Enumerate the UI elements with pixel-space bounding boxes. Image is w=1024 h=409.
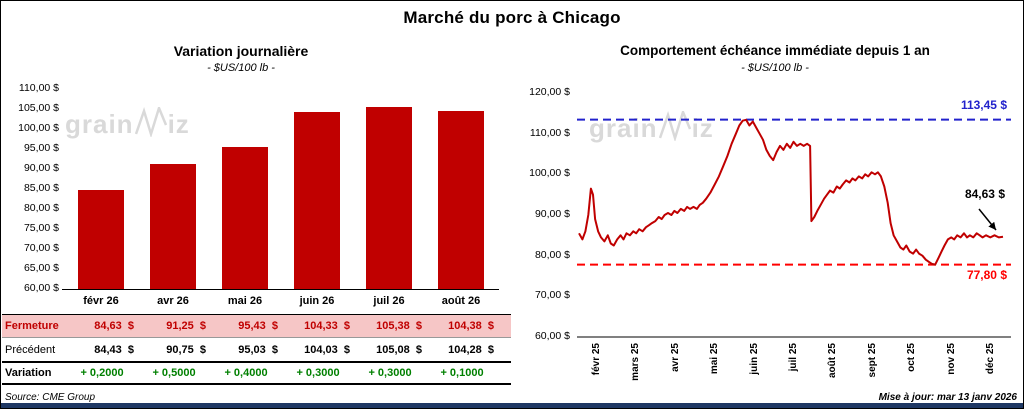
table-row-previous: Précédent 84,43 $ 90,75 $ 95,03 $ 104,03 $ 10…	[2, 337, 511, 361]
table-cell: + 0,4000	[224, 367, 268, 379]
table-cell: 105,08 $	[376, 343, 422, 356]
right-y-tick-label: 100,00 $	[529, 167, 570, 180]
left-y-tick-label: 60,00 $	[23, 282, 59, 294]
left-y-tick-label: 80,00 $	[23, 202, 59, 214]
right-y-tick-label: 120,00 $	[529, 86, 570, 98]
right-y-tick-label: 70,00 $	[534, 289, 570, 302]
page-title: Marché du porc à Chicago	[403, 8, 621, 27]
table-cell: 95,03 $	[238, 343, 278, 356]
bar-févr 26	[78, 190, 124, 289]
table-cell: 104,28 $	[448, 343, 494, 356]
table-cell: 105,38 $	[376, 320, 422, 332]
watermark-bolt-icon	[658, 111, 691, 141]
table-cell: 91,25 $	[166, 320, 206, 332]
table-cell: 84,43 $	[94, 343, 134, 356]
footer-bar	[1, 403, 1023, 408]
left-x-tick-label: mai 26	[227, 295, 263, 307]
right-x-tick-label: juil 25	[787, 343, 799, 372]
last-price-arrow-icon	[978, 208, 997, 231]
right-x-tick-label: mars 25	[630, 343, 642, 381]
bar-chart-x-axis-line	[62, 289, 499, 290]
left-y-tick-label: 65,00 $	[23, 262, 59, 274]
right-x-tick-label: avr 25	[669, 343, 681, 372]
right-x-tick-label: févr 25	[590, 343, 602, 376]
left-y-tick-label: 110,00 $	[18, 82, 59, 94]
table-row-variation: Variation + 0,2000 + 0,5000 + 0,4000 + 0,300…	[2, 361, 511, 385]
bar-juil 26	[366, 107, 412, 289]
table-cell: 104,03 $	[304, 343, 350, 356]
left-x-tick-label: juil 26	[373, 295, 405, 307]
table-cell: + 0,2000	[80, 367, 124, 379]
update-timestamp: Mise à jour: mar 13 janv 2026	[878, 392, 1017, 403]
table-cell: 104,33 $	[304, 320, 350, 332]
bar-avr 26	[150, 164, 196, 289]
left-y-tick-label: 75,00 $	[23, 222, 59, 234]
right-x-tick-label: mai 25	[709, 343, 721, 375]
right-x-tick-label: oct 25	[906, 343, 918, 372]
table-cell: 90,75 $	[166, 343, 206, 356]
left-x-tick-label: févr 26	[83, 295, 119, 307]
right-y-tick-label: 80,00 $	[534, 248, 570, 261]
right-y-tick-label: 90,00 $	[534, 208, 570, 220]
watermark-text-pre: grain	[65, 109, 134, 139]
row-label-close: Fermeture	[5, 320, 59, 332]
low-line-label: 77,80 $	[966, 268, 1007, 282]
right-x-tick-label: nov 25	[945, 343, 957, 375]
table-row-close: Fermeture 84,63 $ 91,25 $ 95,43 $ 104,33 $ 10…	[2, 314, 511, 337]
bar-chart-subtitle: - $US/100 lb -	[207, 62, 275, 74]
bar-août 26	[438, 111, 484, 289]
price-series-line	[578, 118, 1004, 266]
table-cell: 104,38 $	[448, 320, 494, 332]
table-cell: + 0,1000	[440, 367, 484, 379]
line-chart-title: Comportement échéance immédiate depuis 1…	[620, 43, 930, 58]
table-cell: + 0,3000	[368, 367, 412, 379]
right-x-tick-label: déc 25	[985, 343, 997, 375]
right-x-tick-label: juin 25	[748, 343, 760, 375]
bar-chart-title: Variation journalière	[173, 43, 309, 59]
last-price-label: 84,63 $	[964, 187, 1005, 201]
left-y-tick-label: 100,00 $	[18, 122, 59, 134]
left-y-tick-label: 90,00 $	[23, 162, 59, 174]
row-label-variation: Variation	[5, 367, 52, 379]
price-line-plot	[577, 118, 1011, 338]
left-y-tick-label: 105,00 $	[18, 102, 59, 114]
left-x-tick-label: juin 26	[299, 295, 335, 307]
right-y-tick-label: 110,00 $	[529, 126, 570, 139]
watermark-text-post: iz	[691, 113, 714, 143]
source-note: Source: CME Group	[5, 392, 96, 403]
left-x-tick-label: août 26	[441, 295, 481, 307]
bar-mai 26	[222, 147, 268, 289]
line-chart-subtitle: - $US/100 lb -	[741, 62, 809, 74]
left-x-tick-label: avr 26	[157, 295, 189, 307]
watermark-bolt-icon	[134, 107, 167, 137]
left-y-tick-label: 95,00 $	[23, 142, 59, 154]
table-cell: 95,43 $	[238, 320, 278, 332]
watermark-text-post: iz	[167, 109, 190, 139]
bar-juin 26	[294, 111, 340, 289]
right-x-tick-label: sept 25	[866, 343, 878, 378]
right-x-tick-label: août 25	[827, 343, 839, 379]
row-label-previous: Précédent	[5, 343, 56, 356]
watermark-grainwiz: grain iz	[589, 111, 714, 141]
left-y-tick-label: 85,00 $	[23, 182, 59, 194]
left-y-tick-label: 70,00 $	[23, 242, 59, 254]
table-cell: + 0,5000	[152, 367, 196, 379]
right-y-tick-label: 60,00 $	[534, 330, 570, 342]
high-line-label: 113,45 $	[960, 98, 1007, 112]
watermark-grainwiz: grain iz	[65, 107, 190, 137]
table-cell: + 0,3000	[296, 367, 340, 379]
table-cell: 84,63 $	[94, 320, 134, 332]
